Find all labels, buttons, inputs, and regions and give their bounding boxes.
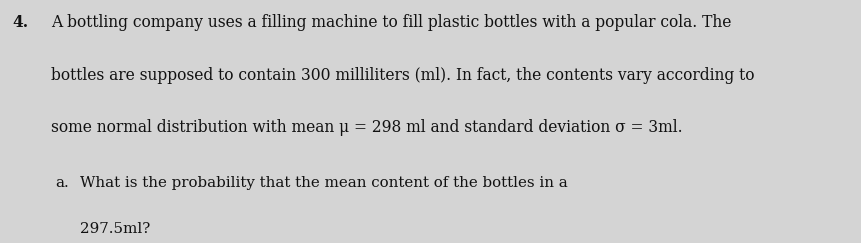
Text: 297.5ml?: 297.5ml? bbox=[80, 222, 151, 235]
Text: a.: a. bbox=[55, 176, 69, 190]
Text: What is the probability that the mean content of the bottles in a: What is the probability that the mean co… bbox=[80, 176, 573, 190]
Text: bottles are supposed to contain 300 milliliters (ml). In fact, the contents vary: bottles are supposed to contain 300 mill… bbox=[51, 67, 753, 84]
Text: some normal distribution with mean μ = 298 ml and standard deviation σ = 3ml.: some normal distribution with mean μ = 2… bbox=[51, 119, 682, 136]
Text: 4.: 4. bbox=[13, 14, 29, 31]
Text: A bottling company uses a filling machine to fill plastic bottles with a popular: A bottling company uses a filling machin… bbox=[51, 14, 730, 31]
